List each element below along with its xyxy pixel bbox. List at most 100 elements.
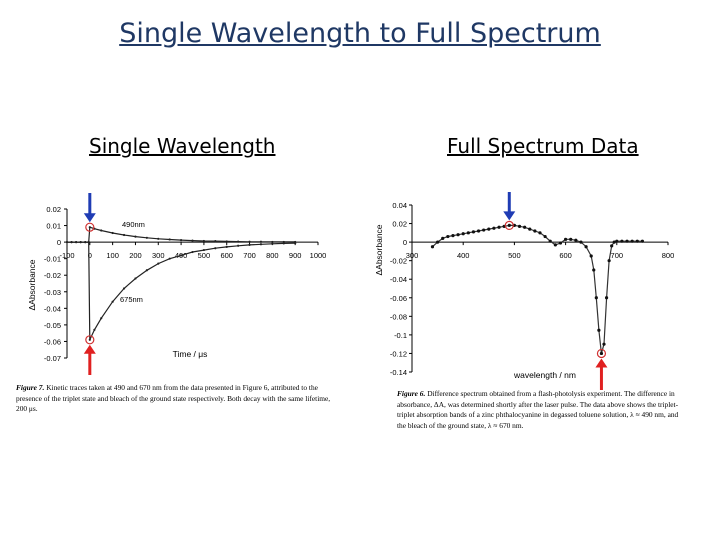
data-point bbox=[111, 231, 114, 235]
slide-title: Single Wavelength to Full Spectrum bbox=[119, 18, 601, 49]
y-tick-label: 0.01 bbox=[46, 222, 61, 231]
data-point bbox=[122, 233, 126, 237]
data-point bbox=[569, 237, 573, 241]
y-tick-label: -0.06 bbox=[390, 294, 407, 303]
y-axis-title: ΔAbsorbance bbox=[374, 224, 384, 275]
data-point bbox=[168, 238, 171, 241]
x-tick-label: 800 bbox=[662, 251, 675, 260]
data-point bbox=[441, 236, 445, 240]
y-tick-label: -0.14 bbox=[390, 368, 407, 377]
data-point bbox=[88, 338, 91, 341]
data-point bbox=[191, 239, 194, 242]
data-point bbox=[65, 241, 69, 244]
data-point bbox=[574, 238, 578, 242]
y-tick-label: -0.1 bbox=[394, 331, 407, 340]
data-point bbox=[543, 234, 547, 239]
data-point bbox=[191, 250, 194, 254]
x-tick-label: 500 bbox=[508, 251, 521, 260]
red-arrow-head bbox=[83, 344, 96, 354]
x-tick-label: 900 bbox=[289, 251, 302, 260]
marker-490-circle bbox=[504, 220, 514, 231]
data-point bbox=[202, 239, 206, 243]
y-tick-label: -0.06 bbox=[44, 337, 61, 346]
left-figure-caption: Figure 7. Kinetic traces taken at 490 an… bbox=[16, 383, 342, 415]
y-tick-label: -0.03 bbox=[44, 288, 61, 297]
data-point bbox=[259, 243, 263, 246]
data-point bbox=[179, 239, 183, 242]
x-tick-label: 0 bbox=[88, 251, 92, 260]
kinetic-traces-chart: 0.02 0.01 0 -0.01 -0.02 -0.03 -0.04 -0.05 -0.06 -… bbox=[27, 193, 327, 375]
data-point bbox=[430, 245, 435, 249]
x-tick-label: 300 bbox=[152, 251, 165, 260]
data-point bbox=[604, 296, 609, 300]
y-tick-label: -0.02 bbox=[44, 271, 61, 280]
y-tick-label: 0 bbox=[57, 238, 61, 247]
data-point bbox=[271, 242, 274, 245]
data-point bbox=[446, 234, 450, 239]
y-tick-label: -0.04 bbox=[390, 275, 407, 284]
data-point bbox=[612, 240, 616, 244]
data-point bbox=[100, 317, 103, 320]
data-point bbox=[225, 240, 228, 243]
x-axis-title: Time / μs bbox=[173, 349, 208, 359]
red-arrow-head bbox=[595, 358, 608, 368]
data-point bbox=[168, 257, 171, 260]
blue-arrow-head bbox=[503, 211, 516, 221]
data-point bbox=[599, 351, 604, 356]
data-point bbox=[553, 243, 557, 247]
blue-arrow-head bbox=[83, 213, 96, 223]
data-point bbox=[75, 241, 78, 244]
data-point bbox=[145, 236, 148, 239]
y-tick-label: -0.01 bbox=[44, 255, 61, 264]
data-point bbox=[179, 254, 183, 257]
marker-490-circle bbox=[85, 222, 95, 232]
data-point bbox=[111, 300, 114, 303]
data-point bbox=[564, 237, 568, 241]
x-tick-label: 500 bbox=[198, 251, 211, 260]
data-point bbox=[259, 240, 263, 243]
right-column-heading: Full Spectrum Data bbox=[447, 134, 639, 158]
x-tick-label: 200 bbox=[129, 251, 142, 260]
data-point bbox=[84, 241, 87, 244]
data-point bbox=[589, 254, 593, 258]
data-point bbox=[87, 241, 90, 244]
data-point bbox=[145, 269, 148, 272]
x-tick-label: 100 bbox=[106, 251, 119, 260]
series-label-675: 675nm bbox=[120, 295, 143, 304]
data-point bbox=[635, 239, 639, 243]
x-tick-label: 300 bbox=[406, 251, 419, 260]
right-caption-text: Difference spectrum obtained from a flas… bbox=[397, 389, 679, 430]
data-point bbox=[456, 233, 460, 237]
data-point bbox=[497, 225, 501, 229]
data-point bbox=[271, 240, 274, 244]
data-point bbox=[548, 239, 552, 243]
series-label-490: 490nm bbox=[122, 220, 145, 229]
y-tick-label: -0.07 bbox=[44, 354, 61, 363]
data-point bbox=[237, 240, 240, 243]
data-point bbox=[597, 328, 601, 332]
data-point bbox=[214, 247, 217, 250]
data-point bbox=[607, 259, 611, 263]
left-caption-text: Kinetic traces taken at 490 and 670 nm f… bbox=[16, 383, 331, 413]
data-point bbox=[134, 235, 137, 238]
data-point bbox=[134, 277, 137, 280]
data-point bbox=[492, 226, 496, 230]
data-point bbox=[579, 240, 583, 244]
x-tick-label: 1000 bbox=[310, 251, 327, 260]
y-tick-label: -0.05 bbox=[44, 321, 61, 330]
y-tick-label: -0.12 bbox=[390, 349, 407, 358]
x-tick-label: 800 bbox=[266, 251, 279, 260]
data-point bbox=[122, 287, 126, 290]
data-point bbox=[592, 268, 596, 272]
data-point bbox=[482, 228, 486, 232]
data-point bbox=[157, 237, 160, 240]
data-point bbox=[517, 224, 522, 228]
data-point bbox=[487, 227, 491, 231]
data-point bbox=[533, 229, 537, 233]
data-point bbox=[88, 226, 91, 229]
data-point bbox=[282, 242, 285, 245]
y-tick-label: -0.04 bbox=[44, 304, 61, 313]
data-point bbox=[237, 244, 240, 247]
data-point bbox=[157, 262, 160, 265]
difference-spectrum-chart: 0.04 0.02 0 -0.02 -0.04 -0.06 -0.08 -0.1 -0.12 -0… bbox=[374, 192, 675, 390]
